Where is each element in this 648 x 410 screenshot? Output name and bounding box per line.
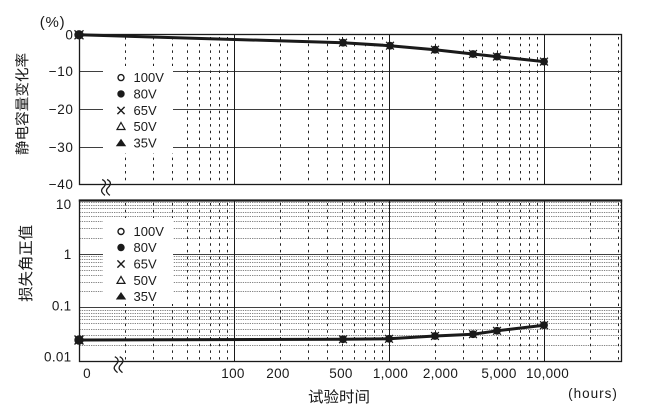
svg-text:(hours): (hours) xyxy=(568,386,618,401)
svg-text:50V: 50V xyxy=(134,119,157,134)
svg-text:35V: 35V xyxy=(134,289,157,304)
svg-text:80V: 80V xyxy=(134,87,157,102)
svg-text:−30: −30 xyxy=(49,140,74,155)
svg-text:65V: 65V xyxy=(134,103,157,118)
svg-text:100V: 100V xyxy=(134,70,165,85)
svg-text:5,000: 5,000 xyxy=(481,366,516,381)
svg-text:−40: −40 xyxy=(49,177,74,192)
svg-text:100V: 100V xyxy=(134,224,165,239)
svg-text:0.01: 0.01 xyxy=(44,350,71,365)
svg-text:2,000: 2,000 xyxy=(423,366,458,381)
svg-text:200: 200 xyxy=(266,366,289,381)
svg-text:80V: 80V xyxy=(134,240,157,255)
svg-text:0.1: 0.1 xyxy=(52,299,72,314)
svg-text:0: 0 xyxy=(65,28,73,43)
svg-text:10: 10 xyxy=(56,197,72,212)
svg-text:−10: −10 xyxy=(49,64,74,79)
svg-text:1: 1 xyxy=(64,247,72,262)
svg-text:50V: 50V xyxy=(134,273,157,288)
svg-text:10,000: 10,000 xyxy=(526,366,569,381)
svg-text:−20: −20 xyxy=(49,102,74,117)
svg-text:0: 0 xyxy=(83,366,91,381)
svg-text:35V: 35V xyxy=(134,136,157,151)
svg-text:65V: 65V xyxy=(134,257,157,272)
svg-text:100: 100 xyxy=(221,366,244,381)
svg-text:500: 500 xyxy=(329,366,352,381)
svg-text:(%): (%) xyxy=(40,14,66,31)
svg-text:1,000: 1,000 xyxy=(373,366,408,381)
